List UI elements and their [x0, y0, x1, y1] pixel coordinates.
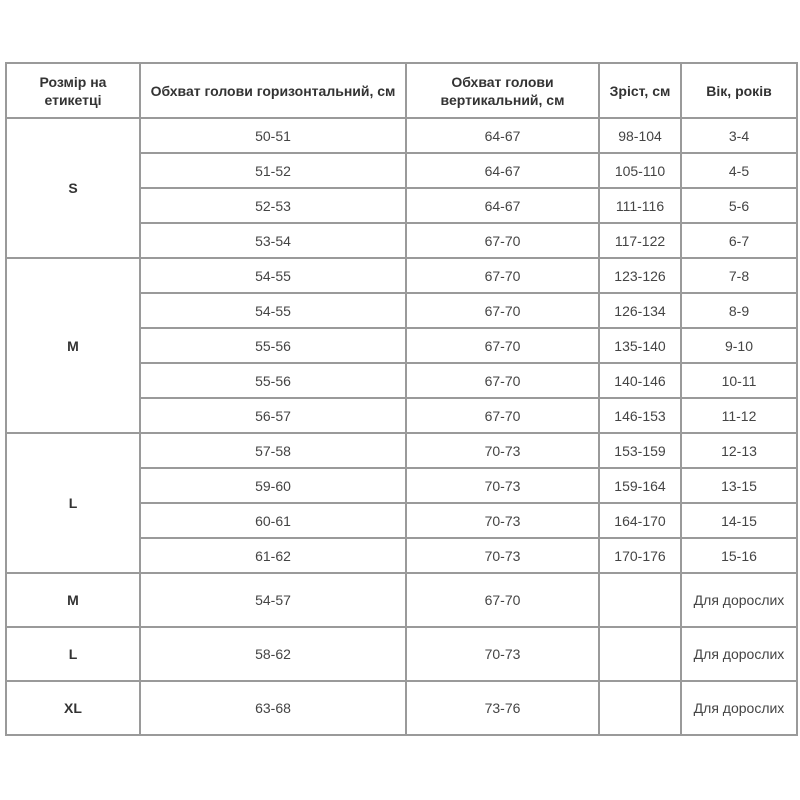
head-horizontal-cell: 54-57	[139, 572, 407, 628]
head-horizontal-cell: 61-62	[139, 537, 407, 574]
head-horizontal-cell: 53-54	[139, 222, 407, 259]
head-vertical-cell: 70-73	[405, 432, 600, 469]
head-vertical-cell: 64-67	[405, 187, 600, 224]
table-row: L 57-58 70-73 153-159 12-13	[5, 432, 798, 574]
age-cell: 6-7	[680, 222, 798, 259]
head-vertical-cell: 67-70	[405, 362, 600, 399]
height-cell: 153-159	[598, 432, 682, 469]
size-label-cell: L	[5, 626, 141, 682]
age-cell: Для дорослих	[680, 680, 798, 736]
table-row: 54-55 67-70 126-134 8-9	[6, 292, 798, 329]
table-row: S 50-51 64-67 98-104 3-4	[5, 117, 798, 259]
head-vertical-cell: 70-73	[405, 626, 600, 682]
age-cell: 9-10	[680, 327, 798, 364]
head-horizontal-cell: 57-58	[139, 432, 407, 469]
header-height: Зріст, см	[598, 62, 682, 119]
head-horizontal-cell: 55-56	[139, 327, 407, 364]
header-age: Вік, років	[680, 62, 798, 119]
head-horizontal-cell: 55-56	[139, 362, 407, 399]
height-cell: 146-153	[598, 397, 682, 434]
age-cell: 4-5	[680, 152, 798, 189]
height-cell: 159-164	[598, 467, 682, 504]
height-cell: 164-170	[598, 502, 682, 539]
height-cell: 98-104	[598, 117, 682, 154]
age-cell: 10-11	[680, 362, 798, 399]
height-cell	[598, 626, 682, 682]
head-horizontal-cell: 54-55	[139, 292, 407, 329]
table-row: 60-61 70-73 164-170 14-15	[6, 502, 798, 539]
head-horizontal-cell: 60-61	[139, 502, 407, 539]
head-horizontal-cell: 56-57	[139, 397, 407, 434]
height-cell: 117-122	[598, 222, 682, 259]
age-cell: 11-12	[680, 397, 798, 434]
table-row: L 58-62 70-73 Для дорослих	[5, 626, 798, 682]
age-cell: 5-6	[680, 187, 798, 224]
table-body: S 50-51 64-67 98-104 3-4 51-52 64-67 105-110 4-5…	[5, 117, 798, 736]
head-vertical-cell: 64-67	[405, 117, 600, 154]
age-cell: 3-4	[680, 117, 798, 154]
age-cell: 8-9	[680, 292, 798, 329]
age-cell: 7-8	[680, 257, 798, 294]
table-row: XL 63-68 73-76 Для дорослих	[5, 680, 798, 736]
table-row: 59-60 70-73 159-164 13-15	[6, 467, 798, 504]
height-cell: 126-134	[598, 292, 682, 329]
age-cell: 14-15	[680, 502, 798, 539]
age-cell: 15-16	[680, 537, 798, 574]
size-label-cell: XL	[5, 680, 141, 736]
head-vertical-cell: 67-70	[405, 257, 600, 294]
size-label-cell: M	[5, 572, 141, 628]
header-size-label: Розмір на етикетці	[5, 62, 141, 119]
head-vertical-cell: 67-70	[405, 292, 600, 329]
head-horizontal-cell: 59-60	[139, 467, 407, 504]
table-row: 56-57 67-70 146-153 11-12	[6, 397, 798, 434]
table-row: 53-54 67-70 117-122 6-7	[6, 222, 798, 259]
size-label-cell: S	[5, 117, 141, 259]
height-cell: 123-126	[598, 257, 682, 294]
head-vertical-cell: 67-70	[405, 572, 600, 628]
head-horizontal-cell: 51-52	[139, 152, 407, 189]
head-horizontal-cell: 50-51	[139, 117, 407, 154]
head-vertical-cell: 64-67	[405, 152, 600, 189]
head-horizontal-cell: 54-55	[139, 257, 407, 294]
table-row: 52-53 64-67 111-116 5-6	[6, 187, 798, 224]
height-cell: 170-176	[598, 537, 682, 574]
head-vertical-cell: 73-76	[405, 680, 600, 736]
height-cell	[598, 572, 682, 628]
age-cell: Для дорослих	[680, 572, 798, 628]
head-horizontal-cell: 58-62	[139, 626, 407, 682]
height-cell	[598, 680, 682, 736]
size-chart-table: Розмір на етикетці Обхват голови горизон…	[5, 62, 798, 736]
table-row: 55-56 67-70 135-140 9-10	[6, 327, 798, 364]
head-vertical-cell: 70-73	[405, 537, 600, 574]
header-head-vertical: Обхват голови вертикальний, см	[405, 62, 600, 119]
head-vertical-cell: 70-73	[405, 467, 600, 504]
table-row: 61-62 70-73 170-176 15-16	[6, 537, 798, 574]
size-label-cell: M	[5, 257, 141, 434]
table-row: M 54-55 67-70 123-126 7-8	[5, 257, 798, 434]
table-row: M 54-57 67-70 Для дорослих	[5, 572, 798, 628]
header-head-horizontal: Обхват голови горизонтальний, см	[139, 62, 407, 119]
head-vertical-cell: 67-70	[405, 397, 600, 434]
head-vertical-cell: 70-73	[405, 502, 600, 539]
age-cell: 12-13	[680, 432, 798, 469]
table-row: 51-52 64-67 105-110 4-5	[6, 152, 798, 189]
age-cell: Для дорослих	[680, 626, 798, 682]
table-row: 55-56 67-70 140-146 10-11	[6, 362, 798, 399]
height-cell: 135-140	[598, 327, 682, 364]
age-cell: 13-15	[680, 467, 798, 504]
head-vertical-cell: 67-70	[405, 327, 600, 364]
height-cell: 111-116	[598, 187, 682, 224]
size-label-cell: L	[5, 432, 141, 574]
height-cell: 140-146	[598, 362, 682, 399]
height-cell: 105-110	[598, 152, 682, 189]
head-horizontal-cell: 63-68	[139, 680, 407, 736]
header-row: Розмір на етикетці Обхват голови горизон…	[5, 62, 798, 119]
head-vertical-cell: 67-70	[405, 222, 600, 259]
head-horizontal-cell: 52-53	[139, 187, 407, 224]
